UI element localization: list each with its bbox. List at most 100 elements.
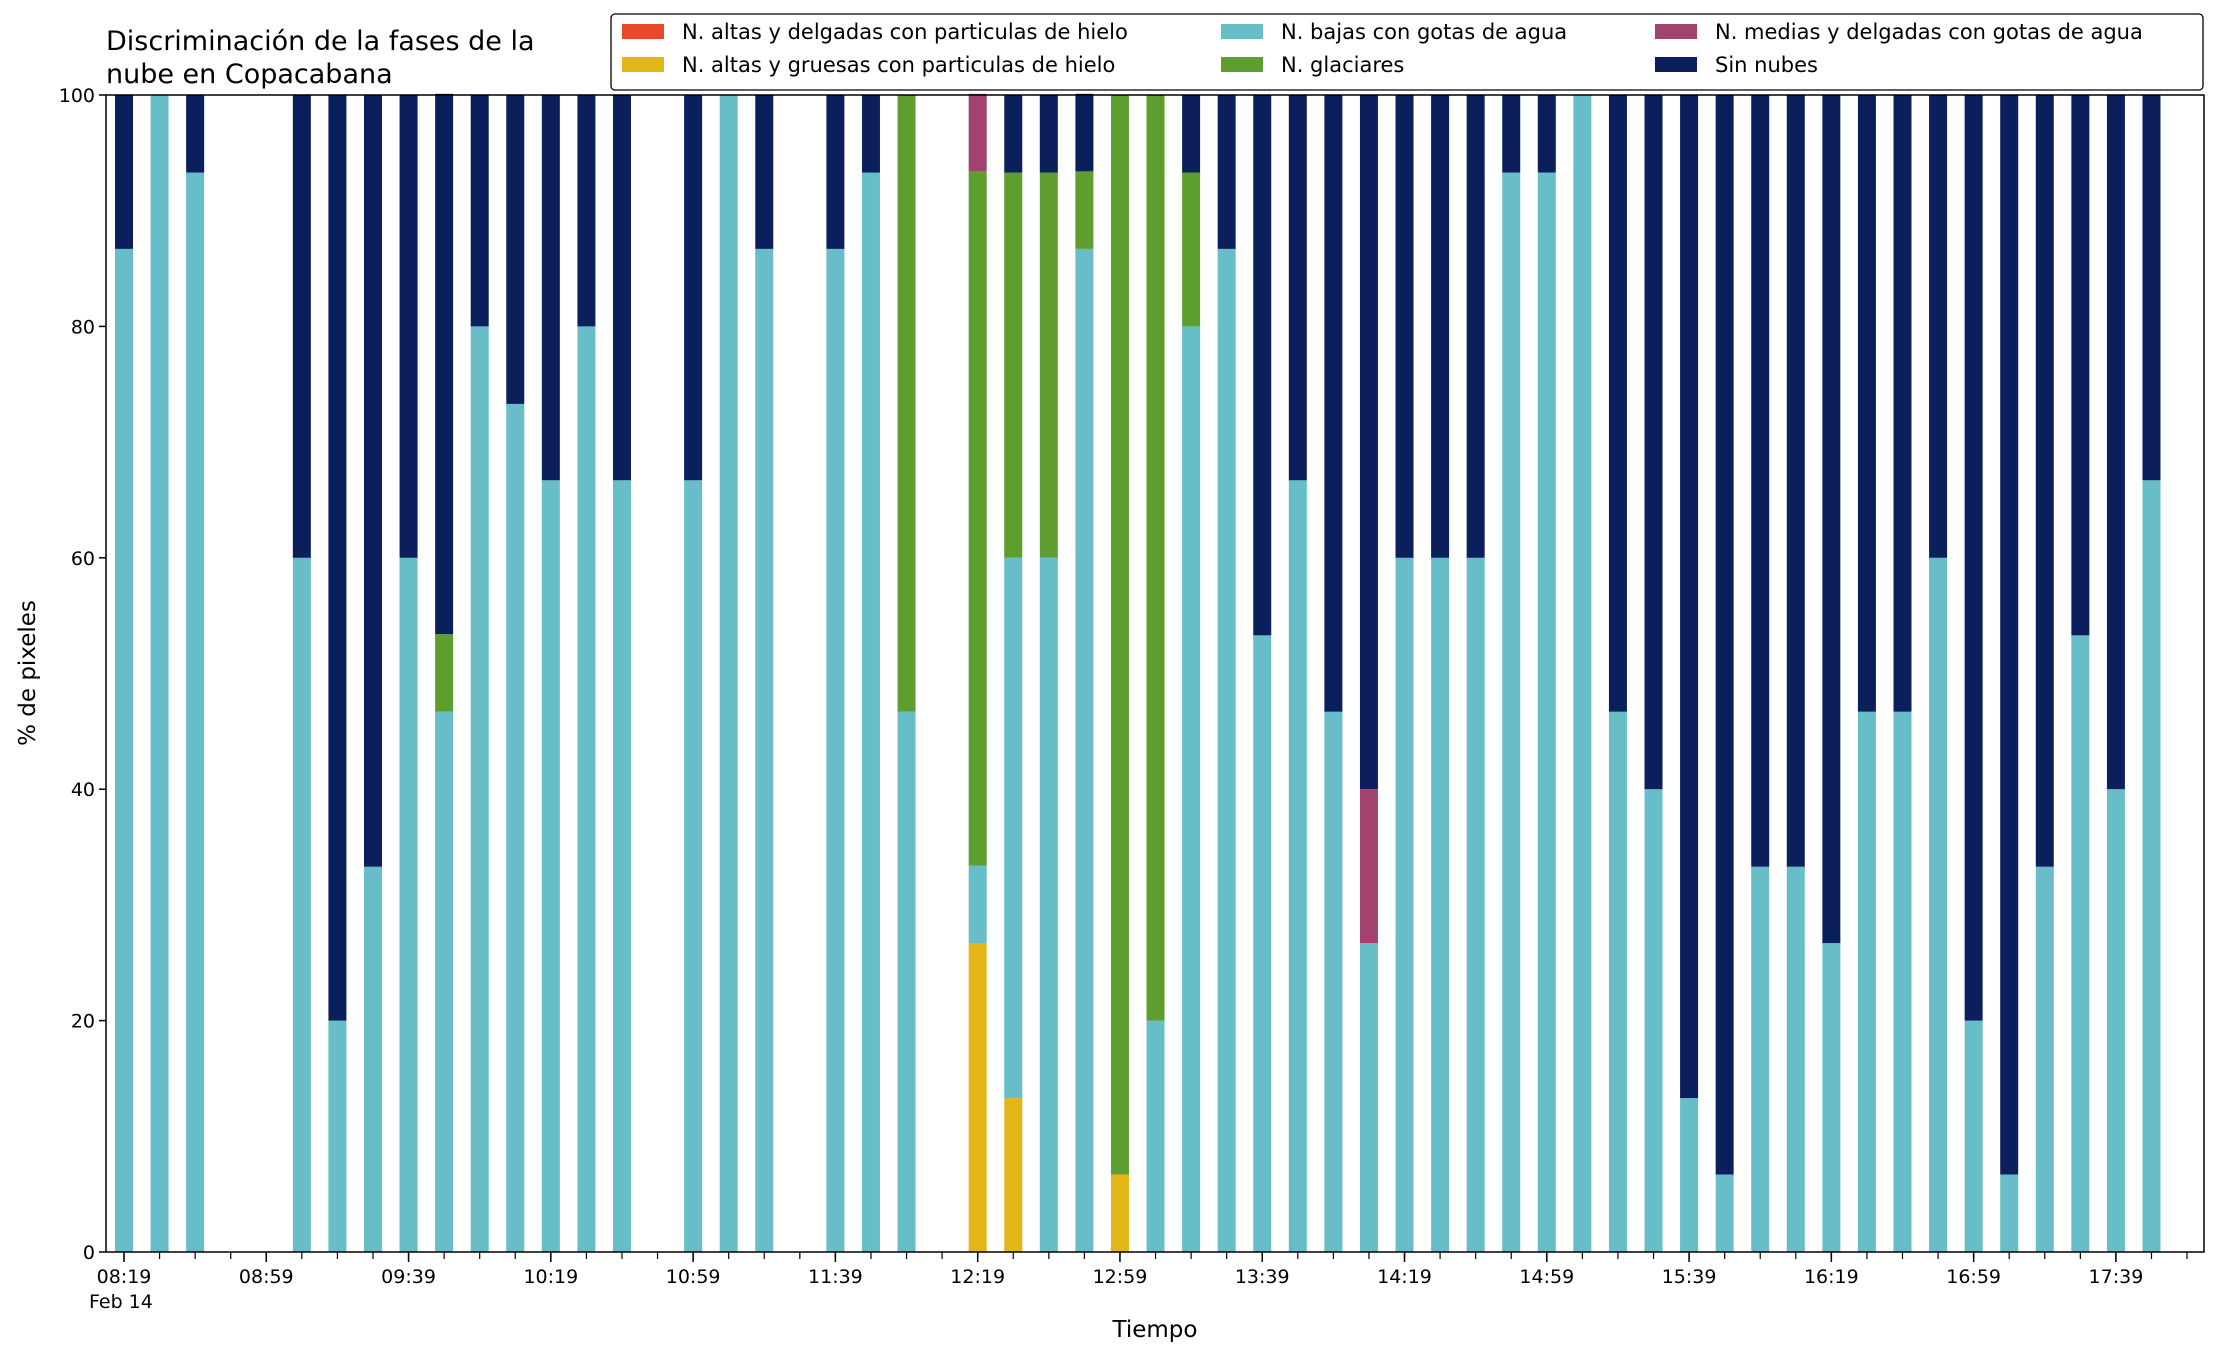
bar-segment-1109-s2 [719, 95, 738, 1252]
bar-segment-1539-s5 [1680, 95, 1699, 1099]
bar-segment-0949-s3 [435, 634, 454, 712]
bar-segment-0959-s2 [470, 326, 489, 1252]
bar-segment-1439-s5 [1466, 95, 1485, 558]
bar-segment-1449-s5 [1502, 95, 1521, 173]
y-tick-label: 100 [59, 85, 95, 107]
x-tick-label: 08:19 [97, 1266, 152, 1288]
bar-segment-1739-s5 [2106, 95, 2125, 790]
x-tick-label: 12:19 [950, 1266, 1005, 1288]
bar-segment-1629-s2 [1857, 711, 1876, 1252]
bar-segment-1559-s2 [1751, 866, 1770, 1252]
bar-segment-1249-s2 [1075, 248, 1094, 1252]
bar-segment-0839-s2 [186, 172, 205, 1252]
bar-segment-1019-s2 [541, 480, 560, 1252]
bar-segment-1439-s2 [1466, 557, 1485, 1252]
bar-segment-1259-s1 [1110, 1174, 1129, 1252]
bar-segment-0909-s5 [292, 95, 311, 558]
bar-segment-1639-s5 [1893, 95, 1912, 712]
bar-segment-0939-s2 [399, 557, 418, 1252]
bar-segment-1639-s2 [1893, 711, 1912, 1252]
legend-swatch-1 [622, 57, 664, 72]
bar-segment-1219-s3 [968, 171, 987, 866]
chart-title-line-2: nube en Copacabana [106, 59, 393, 90]
bar-segment-1519-s5 [1608, 95, 1627, 712]
x-tick-label: 10:19 [523, 1266, 578, 1288]
legend-label-0: N. altas y delgadas con particulas de hi… [682, 20, 1128, 44]
bar-segment-1009-s2 [506, 403, 525, 1252]
bar-segment-0959-s5 [470, 95, 489, 327]
x-tick-label: 16:19 [1804, 1266, 1859, 1288]
y-axis-title: % de pixeles [15, 600, 41, 746]
bar-segment-0949-s5 [435, 93, 454, 635]
bar-segment-1029-s2 [577, 326, 596, 1252]
bar-segment-1349-s5 [1288, 95, 1307, 481]
x-tick-label: 11:39 [808, 1266, 863, 1288]
bar-segment-1719-s5 [2035, 95, 2054, 867]
bar-segment-0919-s2 [328, 1020, 347, 1252]
bar-segment-1219-s1 [968, 943, 987, 1252]
bar-segment-1409-s4 [1359, 789, 1378, 944]
bar-segment-1159-s2 [897, 711, 916, 1252]
bar-segment-1029-s5 [577, 95, 596, 327]
y-tick-label: 20 [71, 1011, 95, 1033]
bar-segment-1729-s2 [2071, 635, 2090, 1252]
bar-segment-1229-s1 [1004, 1098, 1023, 1252]
bar-segment-0819-s5 [115, 95, 133, 249]
bar-segment-1529-s2 [1644, 789, 1663, 1252]
bar-segment-1729-s5 [2071, 95, 2090, 636]
bar-segment-1119-s5 [755, 95, 774, 249]
bar-segment-1709-s2 [2000, 1174, 2019, 1252]
bar-segment-1259-s3 [1110, 95, 1129, 1175]
bar-segment-1549-s5 [1715, 95, 1734, 1175]
x-tick-label: 08:59 [239, 1266, 294, 1288]
bar-segment-1709-s5 [2000, 95, 2019, 1175]
bar-segment-1539-s2 [1680, 1098, 1699, 1252]
legend-label-3: N. glaciares [1281, 53, 1404, 77]
x-tick-label: 13:39 [1235, 1266, 1290, 1288]
x-tick-label: 10:59 [666, 1266, 721, 1288]
y-axis: 0 20 40 60 80 100 [59, 85, 106, 1264]
bar-segment-1649-s2 [1929, 557, 1948, 1252]
bar-segment-1009-s5 [506, 95, 525, 404]
bar-segment-1309-s3 [1146, 95, 1165, 1021]
x-tick-label: 12:59 [1093, 1266, 1148, 1288]
y-tick-label: 40 [71, 779, 95, 801]
bar-segment-1409-s5 [1359, 95, 1378, 790]
bar-segment-1039-s2 [612, 480, 631, 1252]
y-tick-label: 60 [71, 548, 95, 570]
y-tick-label: 80 [71, 316, 95, 338]
legend-swatch-5 [1655, 57, 1697, 72]
bar-segment-1749-s2 [2142, 480, 2161, 1252]
x-axis: 08:19 08:59 09:39 10:19 10:59 11:39 12:19 12:59… [97, 1252, 2188, 1288]
bar-segment-1329-s5 [1217, 95, 1236, 249]
bar-segment-1249-s3 [1075, 171, 1094, 249]
x-tick-label: 15:39 [1662, 1266, 1717, 1288]
legend-label-1: N. altas y gruesas con particulas de hie… [682, 53, 1115, 77]
x-tick-label: 17:39 [2089, 1266, 2144, 1288]
x-axis-title: Tiempo [1112, 1317, 1198, 1343]
bar-segment-1019-s5 [541, 95, 560, 481]
legend-label-5: Sin nubes [1715, 53, 1818, 77]
bar-segment-1529-s5 [1644, 95, 1663, 790]
bar-segment-1139-s2 [826, 248, 845, 1252]
bar-segment-1409-s2 [1359, 943, 1378, 1252]
bar-segment-0929-s2 [363, 866, 382, 1252]
bar-segment-1239-s2 [1039, 557, 1058, 1252]
x-tick-label: 14:59 [1519, 1266, 1574, 1288]
bar-segment-0909-s2 [292, 557, 311, 1252]
bar-segment-1059-s2 [684, 480, 703, 1252]
bar-segment-1149-s2 [861, 172, 880, 1252]
bar-segment-0839-s5 [186, 95, 205, 173]
bar-segment-1139-s5 [826, 95, 845, 249]
bar-segment-1749-s5 [2142, 95, 2161, 481]
bar-segment-1219-s2 [968, 865, 987, 944]
bar-segment-1349-s2 [1288, 480, 1307, 1252]
bar-segment-1309-s2 [1146, 1020, 1165, 1252]
bar-segment-1559-s5 [1751, 95, 1770, 867]
legend-swatch-4 [1655, 24, 1697, 39]
legend-label-4: N. medias y delgadas con gotas de agua [1715, 20, 2143, 44]
bar-segment-1419-s5 [1395, 95, 1414, 558]
bars-group [115, 93, 2161, 1252]
x-tick-label: 09:39 [381, 1266, 436, 1288]
